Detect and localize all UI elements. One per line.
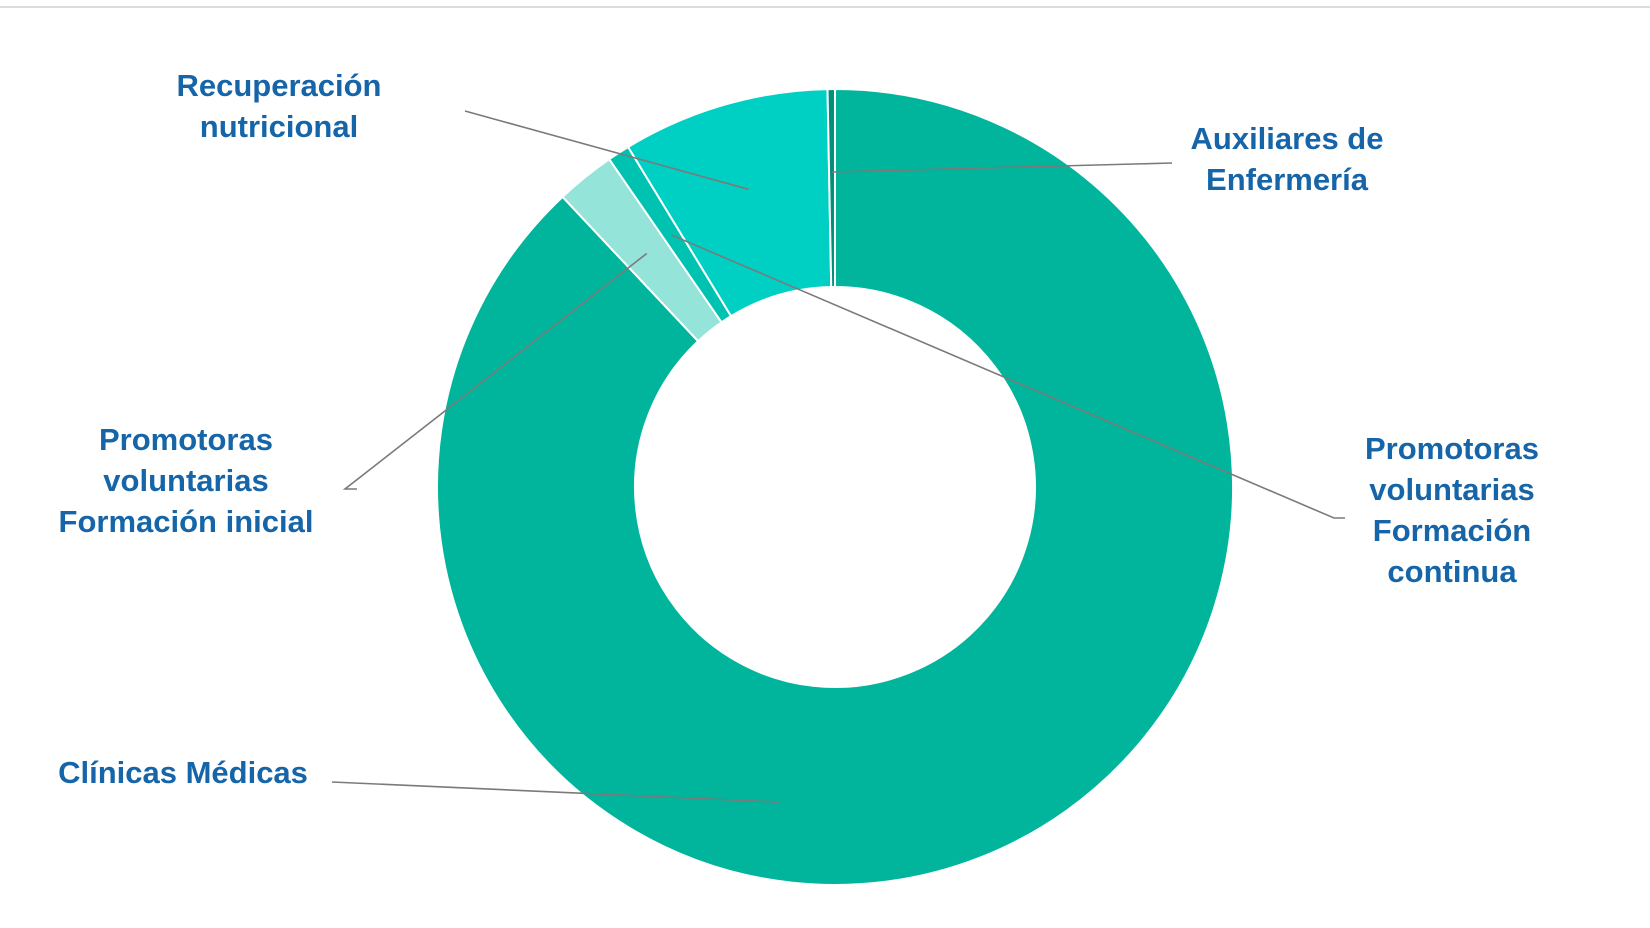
slice-label-line: Promotoras <box>99 422 273 457</box>
slice-label-line: Enfermería <box>1206 162 1369 197</box>
slice-label-line: Formación inicial <box>59 504 314 539</box>
slice-label-line: Promotoras <box>1365 431 1539 466</box>
donut-slice-0 <box>436 87 1234 886</box>
slice-label-line: Clínicas Médicas <box>58 755 308 790</box>
slice-label-line: Recuperación <box>176 68 381 103</box>
slice-labels: Clínicas Médicas Promotoras voluntarias For… <box>58 68 1539 790</box>
slice-label-line: Auxiliares de <box>1191 121 1384 156</box>
slice-label-3: Recuperación nutricional <box>176 68 381 144</box>
leader-line-3 <box>464 110 749 191</box>
slice-label-line: voluntarias <box>103 463 268 498</box>
slice-label-0: Clínicas Médicas <box>58 755 308 790</box>
slice-label-1: Promotoras voluntarias Formación inicial <box>59 422 314 539</box>
slice-label-line: continua <box>1387 554 1517 589</box>
leader-line-1 <box>342 252 648 490</box>
donut-slices <box>436 87 1234 886</box>
slice-label-line: voluntarias <box>1369 472 1534 507</box>
leader-line-2 <box>671 234 1345 519</box>
slice-label-4: Auxiliares de Enfermería <box>1191 121 1384 197</box>
leader-lines <box>331 110 1345 803</box>
slice-label-line: nutricional <box>200 109 358 144</box>
slice-label-2: Promotoras voluntarias Formación continua <box>1365 431 1539 589</box>
leader-line-4 <box>831 162 1173 173</box>
slice-label-line: Formación <box>1373 513 1531 548</box>
donut-slice-4 <box>826 87 836 289</box>
top-divider <box>0 6 1650 8</box>
leader-line-0 <box>331 781 780 803</box>
